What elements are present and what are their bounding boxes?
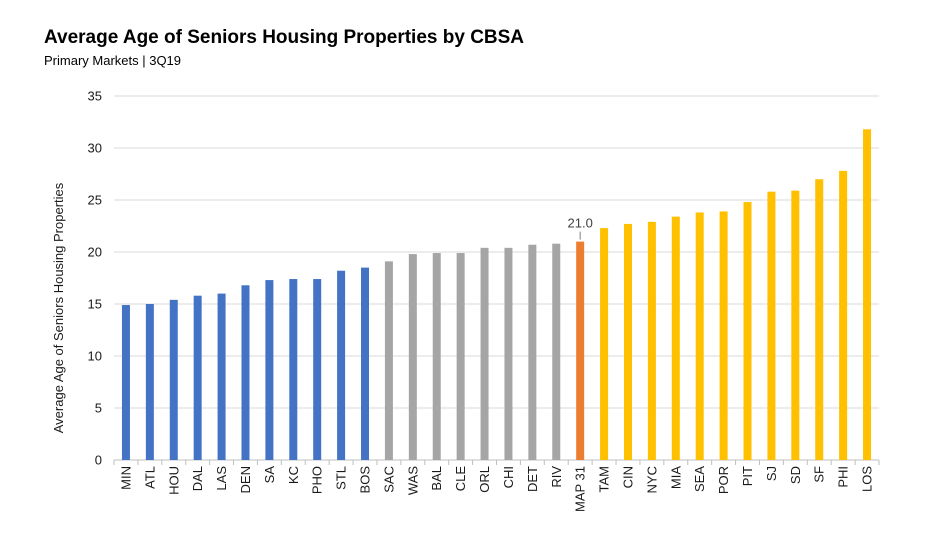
y-axis-label: Average Age of Seniors Housing Propertie… bbox=[51, 182, 66, 433]
x-axis: MIN ATL HOU DAL LAS DEN SA KC PHO STL BOS SAC WAS BAL… bbox=[113, 460, 880, 512]
bar-nyc bbox=[647, 221, 656, 460]
x-tick-label: SEA bbox=[692, 466, 707, 492]
x-tick-label: PIT bbox=[740, 466, 755, 486]
bar-por bbox=[719, 211, 728, 460]
bar-hou bbox=[169, 299, 178, 460]
x-tick-label: PHO bbox=[310, 466, 325, 494]
y-tick-label: 20 bbox=[88, 245, 102, 260]
bar-los bbox=[863, 129, 872, 460]
x-tick-label: STL bbox=[334, 466, 349, 490]
bar-sj bbox=[767, 191, 776, 460]
bar-cle bbox=[456, 253, 465, 460]
bar-sa bbox=[265, 280, 274, 460]
x-tick-label: SF bbox=[812, 466, 827, 483]
bar-den bbox=[241, 285, 250, 460]
data-label: 21.0 bbox=[568, 216, 593, 231]
bar-bal bbox=[432, 253, 441, 460]
bar-min bbox=[121, 305, 130, 460]
bar-pho bbox=[313, 279, 322, 460]
bar-las bbox=[217, 293, 226, 460]
y-tick-label: 35 bbox=[88, 89, 102, 104]
bar-map-31 bbox=[576, 241, 585, 460]
x-tick-label: POR bbox=[716, 466, 731, 494]
y-axis: 0 5 10 15 20 25 30 35 bbox=[88, 89, 102, 468]
x-tick-label: HOU bbox=[166, 466, 181, 495]
x-tick-label: KC bbox=[286, 466, 301, 484]
x-tick-label: ATL bbox=[142, 466, 157, 489]
x-tick-label: MAP 31 bbox=[573, 466, 588, 512]
x-tick-label: NYC bbox=[644, 466, 659, 493]
bar-phi bbox=[839, 170, 848, 460]
x-tick-label: DAL bbox=[190, 466, 205, 491]
y-tick-label: 25 bbox=[88, 193, 102, 208]
bar-was bbox=[408, 254, 417, 460]
x-tick-label: SAC bbox=[381, 466, 396, 493]
x-tick-label: SJ bbox=[764, 466, 779, 481]
bar-det bbox=[528, 244, 537, 460]
bar-mia bbox=[671, 216, 680, 460]
gridlines bbox=[114, 95, 879, 461]
x-tick-label: ORL bbox=[477, 466, 492, 493]
bar-sea bbox=[695, 212, 704, 460]
x-tick-label: RIV bbox=[549, 466, 564, 488]
bar-orl bbox=[480, 247, 489, 460]
data-labels: 21.0 bbox=[568, 216, 593, 240]
x-tick-label: SA bbox=[262, 466, 277, 484]
x-tick-label: LAS bbox=[214, 466, 229, 491]
bar-cin bbox=[623, 223, 632, 460]
y-tick-label: 15 bbox=[88, 297, 102, 312]
bar-pit bbox=[743, 202, 752, 460]
x-tick-label: SD bbox=[788, 466, 803, 484]
x-tick-label: CLE bbox=[453, 466, 468, 492]
chart-title: Average Age of Seniors Housing Propertie… bbox=[44, 27, 525, 48]
bar-sac bbox=[384, 261, 393, 460]
x-tick-label: MIA bbox=[668, 466, 683, 489]
x-tick-label: LOS bbox=[860, 466, 875, 492]
bar-sf bbox=[815, 179, 824, 460]
x-tick-label: DET bbox=[525, 466, 540, 492]
bar-riv bbox=[552, 243, 561, 460]
x-tick-label: CIN bbox=[620, 466, 635, 488]
y-tick-label: 0 bbox=[95, 453, 102, 468]
x-tick-label: BAL bbox=[429, 466, 444, 491]
x-tick-label: CHI bbox=[501, 466, 516, 488]
bar-stl bbox=[337, 270, 346, 460]
y-tick-label: 5 bbox=[95, 401, 102, 416]
bar-atl bbox=[145, 304, 154, 460]
x-tick-label: TAM bbox=[597, 466, 612, 492]
x-tick-label: MIN bbox=[118, 466, 133, 490]
x-tick-label: BOS bbox=[358, 466, 373, 494]
x-tick-label: WAS bbox=[405, 466, 420, 495]
bar-sd bbox=[791, 190, 800, 460]
x-tick-label: PHI bbox=[836, 466, 851, 488]
bar-tam bbox=[600, 228, 609, 460]
chart-subtitle: Primary Markets | 3Q19 bbox=[44, 53, 182, 68]
bar-dal bbox=[193, 295, 202, 460]
y-tick-label: 30 bbox=[88, 141, 102, 156]
bar-chi bbox=[504, 247, 513, 460]
y-tick-label: 10 bbox=[88, 349, 102, 364]
bar-kc bbox=[289, 279, 298, 460]
bar-bos bbox=[361, 267, 370, 460]
bars bbox=[121, 129, 872, 460]
x-tick-label: DEN bbox=[238, 466, 253, 493]
